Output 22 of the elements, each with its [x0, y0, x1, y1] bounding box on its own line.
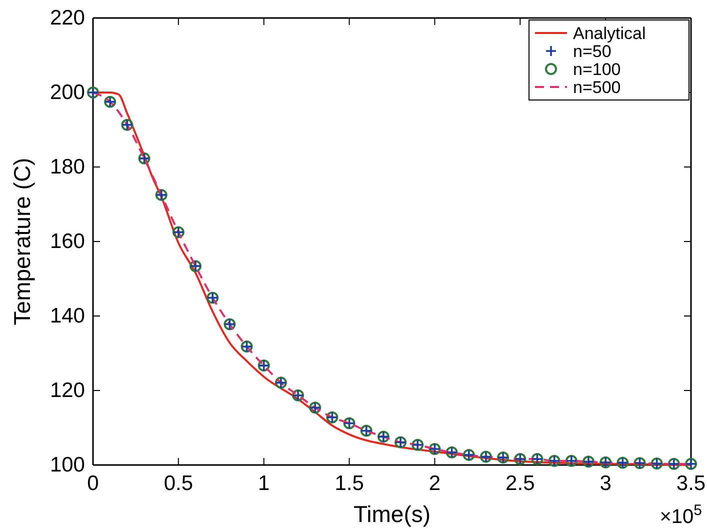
x-tick-label: 2.5 [506, 472, 535, 495]
x-tick-label: 3.5 [676, 472, 706, 495]
legend-label: n=50 [573, 42, 612, 61]
x-tick-label: 1.5 [334, 472, 364, 495]
x-tick-label: 1 [258, 472, 270, 495]
x-tick-label: 3 [600, 472, 612, 495]
y-axis-title: Temperature (C) [9, 158, 35, 326]
y-tick-label: 220 [50, 6, 85, 30]
text: ×10$^{5}$ [660, 502, 702, 528]
y-tick-label: 100 [50, 454, 85, 477]
y-tick-label: 180 [50, 156, 85, 179]
legend-label: Analytical [573, 24, 646, 43]
x-tick-label: 2 [428, 472, 441, 495]
x-axis-title: Time(s) [353, 501, 431, 527]
y-tick-label: 200 [50, 81, 85, 104]
legend-label: n=500 [573, 78, 621, 97]
x-tick-label: 0.5 [164, 472, 194, 495]
x-tick-label: 0 [87, 472, 99, 495]
legend-label: n=100 [573, 60, 621, 79]
y-tick-label: 160 [50, 230, 85, 254]
y-tick-label: 120 [50, 379, 85, 402]
y-tick-label: 140 [50, 304, 85, 328]
